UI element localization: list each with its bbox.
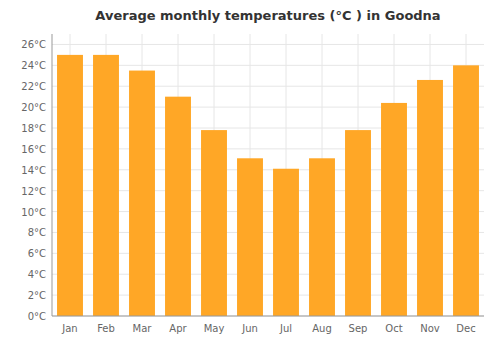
bar: [165, 97, 191, 316]
y-grid-line: [52, 316, 484, 317]
y-tick-label: 14°C: [21, 165, 46, 176]
y-tick-label: 22°C: [21, 81, 46, 92]
y-tick-label: 18°C: [21, 123, 46, 134]
bar: [417, 80, 443, 316]
bar: [201, 130, 227, 316]
y-grid-line: [52, 44, 484, 45]
bar: [129, 71, 155, 316]
x-tick-label: Mar: [133, 323, 153, 334]
x-tick-label: May: [204, 323, 225, 334]
bar: [345, 130, 371, 316]
y-tick-label: 10°C: [21, 207, 46, 218]
x-tick-label: Jun: [241, 323, 258, 334]
y-tick-label: 4°C: [28, 269, 46, 280]
x-tick-label: Dec: [456, 323, 475, 334]
x-tick-label: Aug: [312, 323, 332, 334]
y-tick-label: 16°C: [21, 144, 46, 155]
y-axis-line: [52, 34, 53, 316]
bar: [453, 65, 479, 316]
y-tick-label: 12°C: [21, 186, 46, 197]
chart: Average monthly temperatures (°C ) in Go…: [0, 0, 500, 350]
bar: [237, 158, 263, 316]
x-axis-line: [52, 316, 484, 317]
y-tick-label: 0°C: [28, 311, 46, 322]
x-tick-label: Sep: [349, 323, 368, 334]
x-tick-label: Nov: [420, 323, 440, 334]
chart-container: Average monthly temperatures (°C ) in Go…: [0, 0, 500, 350]
y-tick-label: 20°C: [21, 102, 46, 113]
bar: [93, 55, 119, 316]
grid: [52, 34, 484, 316]
x-tick-label: Oct: [385, 323, 402, 334]
title: Average monthly temperatures (°C ) in Go…: [95, 8, 440, 23]
bar: [57, 55, 83, 316]
x-tick-label: Feb: [97, 323, 115, 334]
x-tick-label: Jan: [61, 323, 77, 334]
y-tick-label: 6°C: [28, 248, 46, 259]
x-tick-label: Jul: [279, 323, 292, 334]
y-tick-label: 26°C: [21, 39, 46, 50]
bar: [381, 103, 407, 316]
bar: [273, 169, 299, 316]
bar: [309, 158, 335, 316]
y-tick-label: 8°C: [28, 227, 46, 238]
x-tick-label: Apr: [169, 323, 187, 334]
y-tick-label: 24°C: [21, 60, 46, 71]
y-tick-label: 2°C: [28, 290, 46, 301]
bars: [57, 55, 479, 316]
